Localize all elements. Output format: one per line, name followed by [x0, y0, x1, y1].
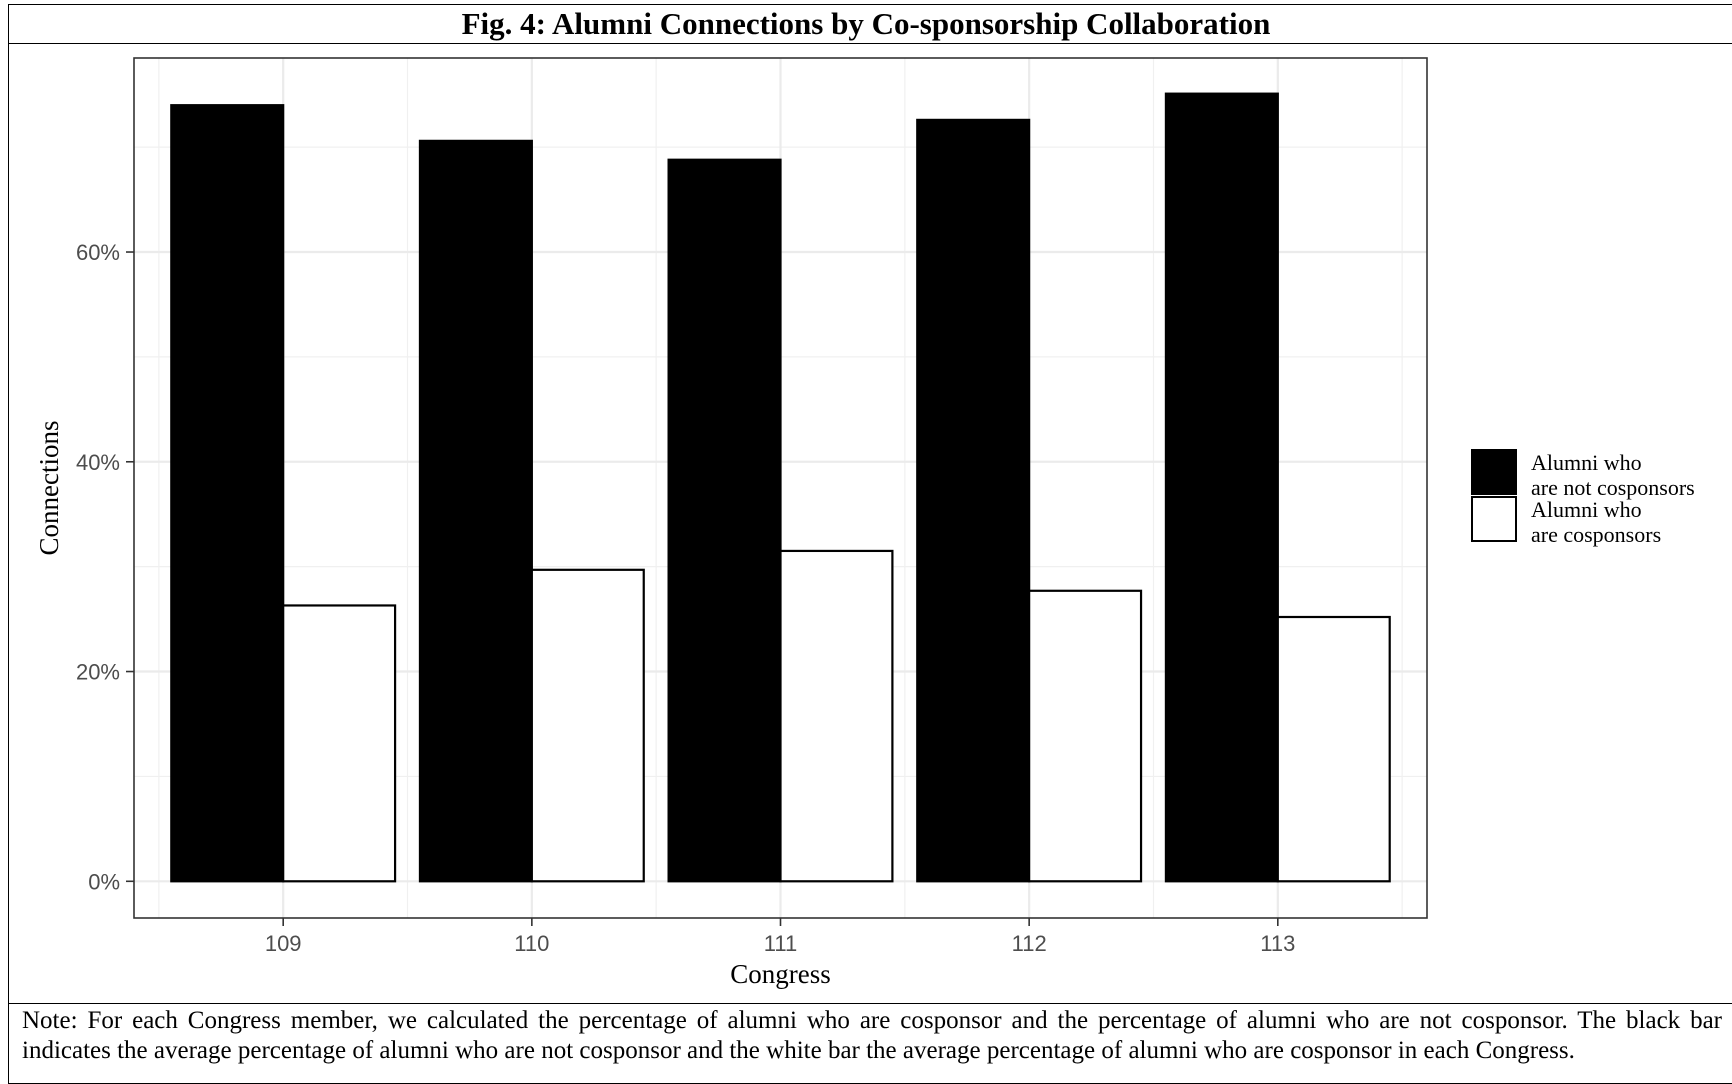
y-axis-title: Connections: [34, 421, 64, 556]
bar-not-cosponsors-111: [667, 158, 782, 883]
x-tick-label: 111: [764, 931, 797, 956]
x-tick-label: 110: [514, 931, 549, 956]
y-axis: 0% 20% 40% 60%: [76, 240, 134, 894]
legend-key-not-cosponsors: [1471, 449, 1517, 495]
bar-cosponsors-113: [1276, 615, 1391, 883]
y-tick-label: 20%: [76, 660, 120, 685]
y-tick-label: 60%: [76, 240, 120, 265]
x-tick-label: 113: [1260, 931, 1295, 956]
bar-not-cosponsors-110: [418, 139, 533, 883]
legend-key-cosponsors: [1471, 496, 1517, 542]
y-tick-label: 40%: [76, 450, 120, 475]
bar-chart: 0%20%40%60% 109 110 111 112 113 Connections …: [34, 57, 1695, 989]
legend-label: are cosponsors: [1531, 522, 1661, 547]
x-tick-label: 112: [1012, 931, 1047, 956]
x-axis: 109 110 111 112 113: [265, 918, 1295, 956]
bar-cosponsors-109: [282, 604, 397, 883]
legend-label: are not cosponsors: [1531, 475, 1695, 500]
figure-note: Note: For each Congress member, we calcu…: [22, 1007, 1722, 1064]
note-divider: [8, 1003, 1732, 1004]
bar-cosponsors-110: [530, 568, 645, 883]
bar-not-cosponsors-113: [1164, 92, 1279, 883]
bar-not-cosponsors-112: [916, 118, 1031, 883]
x-tick-label: 109: [265, 931, 302, 956]
legend-label: Alumni who: [1531, 497, 1642, 522]
bar-cosponsors-112: [1028, 589, 1143, 883]
x-axis-title: Congress: [730, 959, 831, 989]
bar-cosponsors-111: [779, 549, 894, 883]
figure-title: Fig. 4: Alumni Connections by Co-sponsor…: [461, 6, 1271, 41]
title-divider: [8, 43, 1732, 44]
y-tick-label: 0%: [88, 869, 120, 894]
bar-not-cosponsors-109: [170, 104, 285, 883]
bars: [170, 92, 1391, 883]
legend-label: Alumni who: [1531, 450, 1642, 475]
